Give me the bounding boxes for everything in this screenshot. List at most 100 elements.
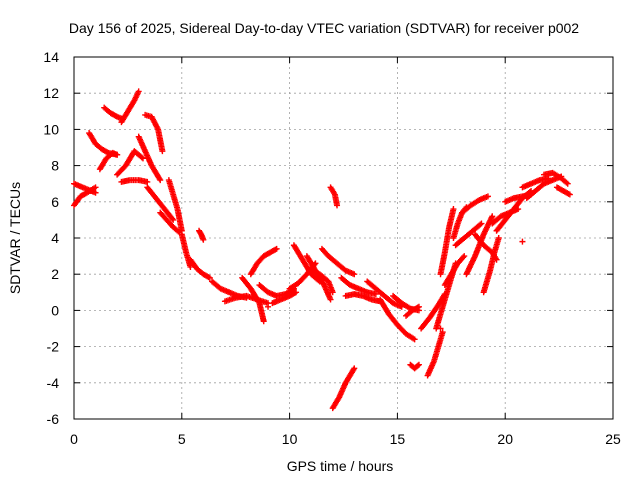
data-point [450,206,457,213]
y-tick-label: 10 [43,121,59,137]
data-point [478,220,485,227]
x-tick-label: 5 [178,431,186,447]
series-arc-38 [424,329,446,379]
series-arc-47 [480,235,502,296]
y-tick-label: 12 [43,85,59,101]
data-point [92,184,99,191]
data-point [439,329,446,336]
series-arc-33 [377,296,418,343]
x-tick-label: 15 [390,431,406,447]
series-arc-6 [118,88,142,126]
data-point [92,189,99,196]
data-point [484,193,491,200]
data-point [170,216,177,223]
data-point [334,202,341,209]
y-tick-label: 6 [51,194,59,210]
series-arc-44 [459,193,491,216]
data-point [175,228,182,235]
series-arc-40 [437,206,457,278]
y-tick-label: 0 [51,302,59,318]
data-point [414,362,421,369]
data-point [563,179,570,186]
series-arc-2 [71,180,99,196]
series-arc-14 [178,231,194,270]
series-arc-8 [118,177,151,185]
data-point [566,191,573,198]
data-point [327,296,334,303]
series-arc-25 [303,253,334,303]
series-arc-10 [135,133,164,184]
y-axis-label: SDTVAR / TECUs [7,182,23,294]
y-tick-label: -6 [47,411,60,427]
data-points [71,88,573,412]
data-point [169,215,176,222]
y-tick-label: 14 [43,49,59,65]
y-tick-labels: -6 -4 -2 0 2 4 6 8 10 12 14 [43,49,59,427]
chart-title: Day 156 of 2025, Sidereal Day-to-day VTE… [69,20,579,36]
series-arc-43 [452,220,485,249]
series-arc-31 [342,291,384,305]
series-arc-27 [318,245,358,278]
data-point [144,178,151,185]
series-arc-15 [196,227,207,243]
data-point [291,290,298,297]
data-point [206,274,213,281]
data-point [460,254,467,261]
x-axis-label: GPS time / hours [287,458,394,474]
data-point [351,271,358,278]
series-arc-24 [286,260,319,292]
data-point [477,221,484,228]
data-point [414,304,421,311]
series-arc-26 [308,267,336,296]
series-arc-19 [239,274,267,325]
series-arc-54 [553,184,573,198]
data-point [329,289,336,296]
series-arc-4 [96,149,121,173]
data-point [138,154,145,161]
series-outliers [265,238,526,332]
data-point [260,318,267,325]
y-tick-label: 4 [51,230,59,246]
data-point [273,245,280,252]
series-arc-30 [338,274,379,298]
y-tick-label: 2 [51,266,59,282]
data-point [205,274,212,281]
x-tick-label: 20 [497,431,513,447]
x-tick-label: 10 [282,431,298,447]
series-arc-22 [269,289,300,307]
series-arc-21 [256,282,297,299]
data-point [114,151,121,158]
y-tick-label: 8 [51,158,59,174]
series-arc-5 [101,104,125,122]
data-point [157,177,164,184]
data-point [200,236,207,243]
series-arc-53 [541,169,571,187]
series-arc-36 [407,361,422,372]
series-arc-3 [86,130,121,158]
data-point [564,180,571,187]
data-point [139,155,146,162]
data-point [293,289,300,296]
series-arc-7 [114,148,146,178]
series-arc-20 [247,245,280,278]
data-point [437,325,444,332]
series-arc-29 [329,365,358,412]
series-arc-35 [403,303,422,319]
series-arc-9 [142,111,166,155]
grid-lines [74,57,613,419]
data-point [159,148,166,155]
data-point [372,291,379,298]
data-point [461,253,468,260]
y-tick-label: -4 [47,375,60,391]
data-point [187,263,194,270]
data-point [489,213,496,220]
series-arc-41 [441,253,468,289]
data-point [565,190,572,197]
series-arc-13 [157,209,183,236]
axis-ticks [73,56,614,420]
x-tick-label: 0 [70,431,78,447]
y-tick-label: -2 [47,339,60,355]
x-tick-labels: 0 5 10 15 20 25 [70,431,621,447]
series-arc-12 [165,177,185,234]
data-point [104,149,111,156]
